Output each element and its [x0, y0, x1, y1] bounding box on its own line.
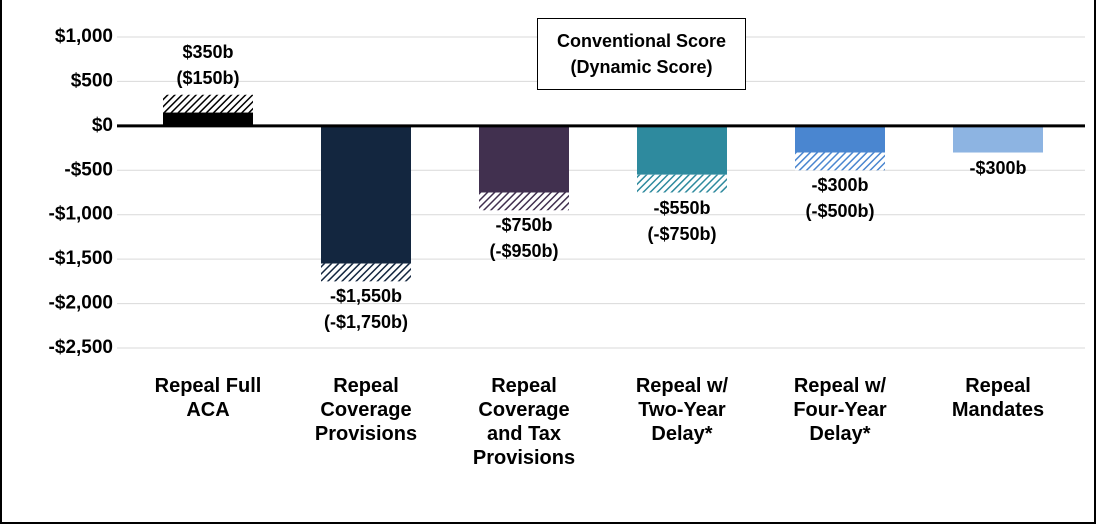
bar: [321, 125, 411, 264]
value-label: (-$500b): [805, 201, 875, 222]
value-label: -$300b: [811, 175, 869, 196]
x-tick-label: Repeal Mandates: [951, 375, 1045, 421]
value-label: -$550b: [653, 197, 711, 218]
x-tick-label: Repeal Full ACA: [154, 375, 262, 421]
value-label: -$300b: [969, 157, 1027, 178]
y-tick-label: $1,000: [55, 26, 113, 47]
x-tick-label: Repeal Coverage and Tax Provisions: [472, 375, 576, 469]
bar: [479, 125, 569, 193]
value-label: (-$750b): [647, 223, 717, 244]
bar: [953, 125, 1043, 153]
y-tick-label: -$2,500: [49, 337, 113, 358]
bar-dynamic: [479, 192, 569, 211]
legend-entry: Conventional Score: [556, 31, 727, 51]
value-label: (-$1,750b): [323, 312, 409, 333]
bar-dynamic: [795, 152, 885, 171]
bar: [795, 125, 885, 153]
x-tick-label: Repeal Coverage Provisions: [314, 375, 418, 445]
bar-dynamic: [163, 94, 253, 113]
legend-entry: (Dynamic Score): [570, 57, 713, 77]
value-label: ($150b): [176, 67, 240, 88]
bar-dynamic: [321, 263, 411, 282]
y-tick-label: -$500: [64, 159, 113, 180]
value-label: -$1,550b: [329, 286, 403, 307]
value-label: -$750b: [495, 215, 553, 236]
y-tick-label: -$1,000: [49, 204, 113, 225]
x-tick-label: Repeal w/ Two-Year Delay*: [635, 375, 729, 445]
y-tick-label: -$2,000: [49, 293, 113, 314]
value-label: (-$950b): [489, 241, 559, 262]
y-tick-label: $500: [71, 70, 113, 91]
bar: [163, 112, 253, 126]
bar: [637, 125, 727, 175]
value-label: $350b: [182, 41, 234, 62]
y-tick-label: $0: [92, 115, 113, 136]
x-tick-label: Repeal w/ Four-Year Delay*: [793, 375, 887, 445]
y-tick-label: -$1,500: [49, 248, 113, 269]
legend: Conventional Score (Dynamic Score): [537, 18, 746, 90]
bar-dynamic: [637, 174, 727, 193]
